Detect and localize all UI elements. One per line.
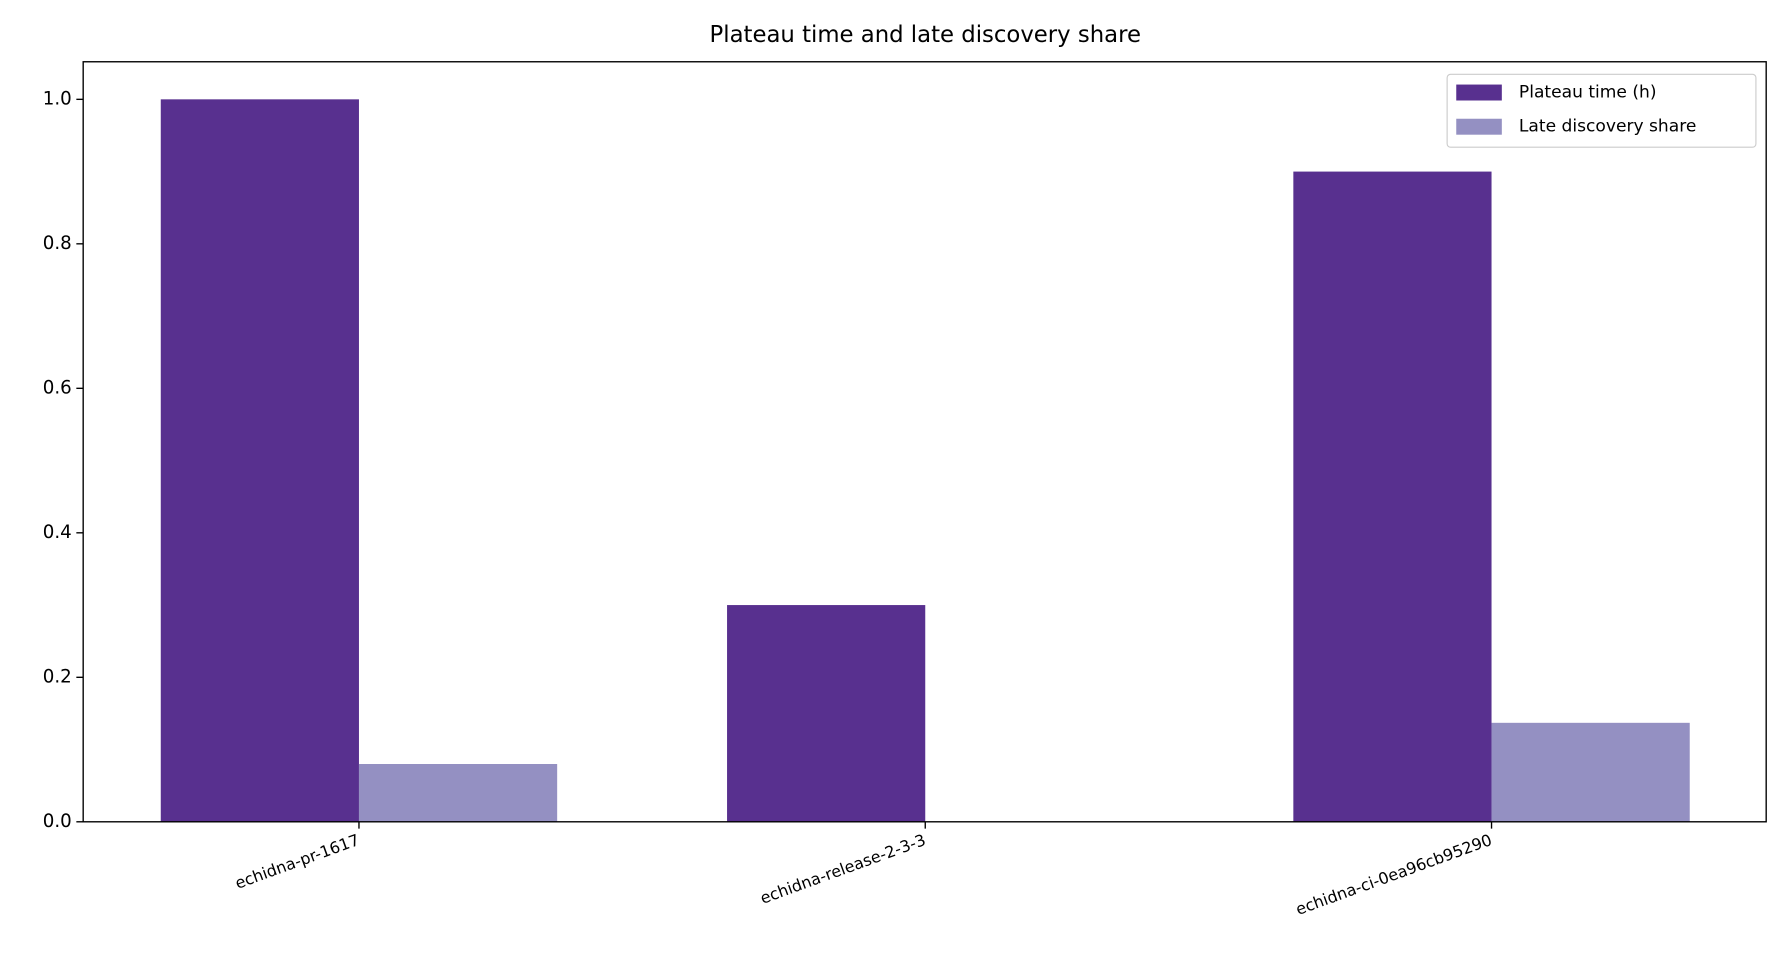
legend-frame: [1446, 73, 1757, 148]
chart-title: Plateau time and late discovery share: [710, 22, 1141, 48]
y-tick-label: 0.0: [43, 811, 72, 832]
x-tick-label: echidna-release-2-3-3: [758, 830, 929, 908]
bar: [358, 763, 558, 822]
legend-label: Late discovery share: [1519, 117, 1696, 137]
bar: [1293, 171, 1492, 822]
y-tick-label: 0.6: [43, 377, 72, 398]
legend-swatch: [1456, 84, 1502, 101]
x-tick-label: echidna-ci-0ea96cb95290: [1293, 830, 1494, 919]
y-tick-label: 1.0: [43, 88, 72, 109]
y-tick-label: 0.8: [43, 233, 72, 254]
plot-frame: [82, 61, 1767, 823]
legend: Plateau time (h) Late discovery share: [1446, 73, 1757, 148]
y-tick-label: 0.2: [43, 666, 72, 687]
bar: [160, 99, 359, 822]
x-tick-label: echidna-pr-1617: [232, 830, 361, 893]
legend-swatch: [1456, 118, 1502, 135]
bar: [1491, 722, 1690, 822]
bar: [727, 605, 926, 822]
y-tick-label: 0.4: [43, 522, 72, 543]
legend-label: Plateau time (h): [1519, 83, 1657, 103]
